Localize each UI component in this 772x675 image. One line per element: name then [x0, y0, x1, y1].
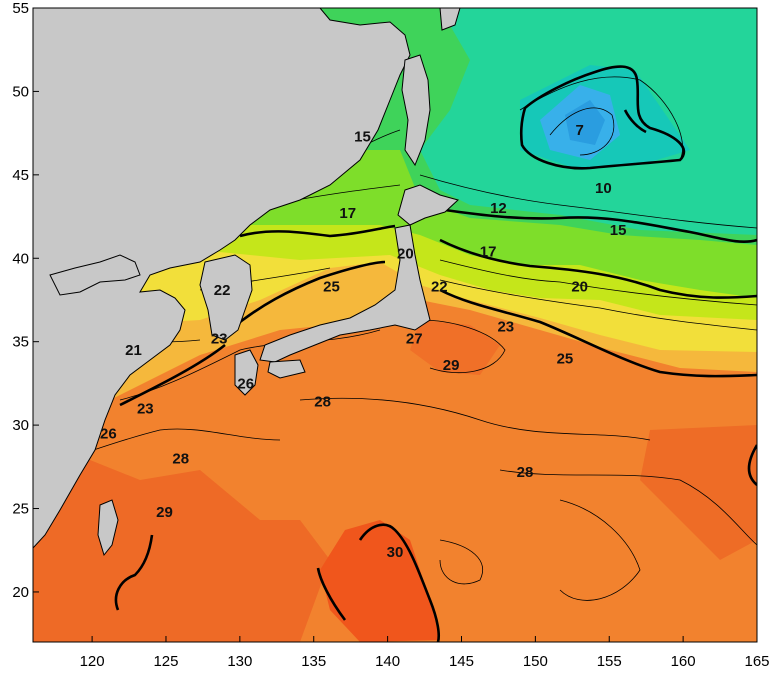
land — [33, 8, 461, 557]
contour-label: 12 — [490, 200, 507, 217]
contour-label: 15 — [354, 128, 371, 145]
land-korea — [199, 254, 253, 341]
contour-label: 15 — [610, 222, 627, 239]
y-tick-label: 40 — [12, 250, 29, 267]
contour-label: 23 — [137, 400, 154, 417]
contour-label: 20 — [571, 279, 588, 296]
contour-label: 25 — [557, 350, 574, 367]
x-tick-label: 155 — [597, 653, 622, 670]
contour-line-25-east — [439, 288, 757, 378]
contour-label: 28 — [172, 450, 189, 467]
contour-label: 10 — [595, 180, 612, 197]
land-sakhalin — [401, 54, 431, 167]
contour-label: 22 — [431, 279, 448, 296]
y-tick-label: 30 — [12, 417, 29, 434]
x-tick-label: 120 — [80, 653, 105, 670]
contour-line-30-b — [114, 534, 154, 611]
x-axis: 120 125 130 135 140 145 150 155 160 165 — [80, 636, 770, 670]
contour-label: 7 — [576, 122, 584, 139]
contour-label: 29 — [443, 357, 460, 374]
x-tick-label: 160 — [671, 653, 696, 670]
contour-line-15 — [444, 208, 757, 243]
y-tick-label: 45 — [12, 167, 29, 184]
contour-label: 17 — [339, 205, 356, 222]
contour-label: 29 — [156, 504, 173, 521]
y-tick-label: 20 — [12, 584, 29, 601]
contour-label: 25 — [323, 279, 340, 296]
contour-line — [439, 279, 757, 331]
contour-line — [419, 174, 757, 229]
sst-region-7-core — [565, 100, 605, 145]
contour-line — [499, 469, 757, 546]
contour-line — [439, 539, 483, 585]
contour-label: 23 — [211, 330, 228, 347]
contour-line — [549, 107, 615, 156]
contour-label: 26 — [237, 375, 254, 392]
contour-labels: 7 10 12 15 15 17 17 20 20 22 22 23 23 23 21 25 25 26 26 27 2… — [100, 122, 626, 561]
x-tick-label: 150 — [523, 653, 548, 670]
land-asia — [33, 8, 411, 549]
plot-area — [33, 8, 757, 642]
contour-line — [519, 76, 683, 161]
contour-line-25-south — [119, 343, 226, 407]
sst-region-29-east — [640, 425, 757, 560]
x-tick-label: 165 — [744, 653, 769, 670]
x-tick-label: 130 — [227, 653, 252, 670]
contour-line-10 — [519, 65, 686, 170]
plot-frame — [32, 7, 758, 643]
land-kamchatka — [439, 8, 461, 31]
contour-label: 20 — [397, 245, 414, 262]
contour-label: 28 — [314, 394, 331, 411]
contour-line-25-west — [229, 260, 386, 331]
contour-label: 22 — [214, 282, 231, 299]
contour-label: 23 — [497, 319, 514, 336]
x-tick-label: 140 — [375, 653, 400, 670]
land-taiwan — [97, 499, 119, 557]
contour-label: 30 — [387, 544, 404, 561]
land-shandong — [49, 254, 141, 296]
y-tick-label: 35 — [12, 334, 29, 351]
contour-line-30-east — [747, 444, 757, 486]
y-tick-label: 55 — [12, 0, 29, 17]
contour-label: 17 — [480, 244, 497, 261]
contour-line — [559, 499, 641, 601]
contour-line-20-east — [439, 238, 757, 299]
land-honshu — [259, 224, 431, 363]
contour-label: 28 — [517, 464, 534, 481]
land-shikoku — [267, 359, 306, 379]
contour-line-10-inner — [623, 109, 647, 134]
contour-label: 27 — [406, 330, 423, 347]
contour-line — [299, 397, 651, 441]
contour-line — [419, 319, 506, 374]
y-tick-label: 50 — [12, 83, 29, 100]
contour-line-20-west — [239, 224, 396, 238]
contour-label: 21 — [125, 342, 142, 359]
contour-lines-bold — [114, 65, 757, 642]
y-axis: 55 50 45 40 35 30 25 20 — [12, 0, 39, 601]
x-tick-label: 135 — [301, 653, 326, 670]
x-tick-label: 125 — [153, 653, 178, 670]
land-hokkaido — [397, 184, 459, 226]
x-tick-label: 145 — [449, 653, 474, 670]
land-kyushu — [234, 349, 259, 396]
contour-line — [439, 259, 757, 306]
y-tick-label: 25 — [12, 501, 29, 518]
contour-line — [119, 329, 381, 401]
contour-label: 26 — [100, 425, 117, 442]
contour-line-30 — [316, 523, 441, 642]
sst-region-29 — [410, 320, 500, 375]
